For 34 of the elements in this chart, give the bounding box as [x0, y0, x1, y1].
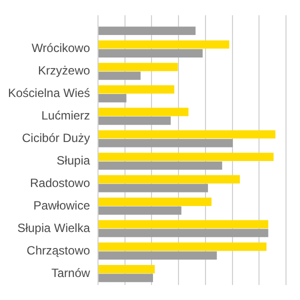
- bar: [98, 62, 178, 72]
- y-tick-label: Krzyżewo: [38, 64, 90, 78]
- bar: [98, 26, 196, 35]
- y-tick-label: Cicibór Duży: [22, 131, 90, 146]
- bar: [98, 175, 240, 184]
- bar: [98, 228, 268, 238]
- bar: [98, 108, 188, 116]
- bar: [98, 206, 182, 215]
- bar: [98, 265, 155, 274]
- bar: [98, 242, 266, 251]
- bar: [98, 94, 126, 102]
- bar: [98, 251, 217, 260]
- bar: [98, 198, 212, 206]
- bar: [98, 274, 154, 282]
- bar: [98, 40, 230, 49]
- bar: [98, 184, 208, 192]
- y-tick-label: Tarnów: [51, 266, 90, 280]
- y-tick-label: Wrócikowo: [32, 41, 90, 56]
- bar: [98, 220, 268, 228]
- bar: [98, 161, 222, 170]
- y-tick-label: Pawłowice: [33, 198, 90, 212]
- bar: [98, 130, 276, 139]
- y-tick-label: Radostowo: [30, 176, 90, 190]
- bar: [98, 72, 141, 80]
- bar: [98, 152, 274, 162]
- y-tick-label: Kościelna Wieś: [8, 86, 90, 100]
- bar: [98, 116, 171, 125]
- bar: [98, 138, 233, 148]
- y-tick-label: Słupia: [56, 154, 90, 168]
- bar: [98, 85, 174, 94]
- y-tick-label: Lućmierz: [41, 108, 90, 123]
- y-tick-label: Chrząstowo: [26, 243, 90, 258]
- bar: [98, 49, 203, 58]
- y-tick-label: Słupia Wielka: [17, 220, 90, 235]
